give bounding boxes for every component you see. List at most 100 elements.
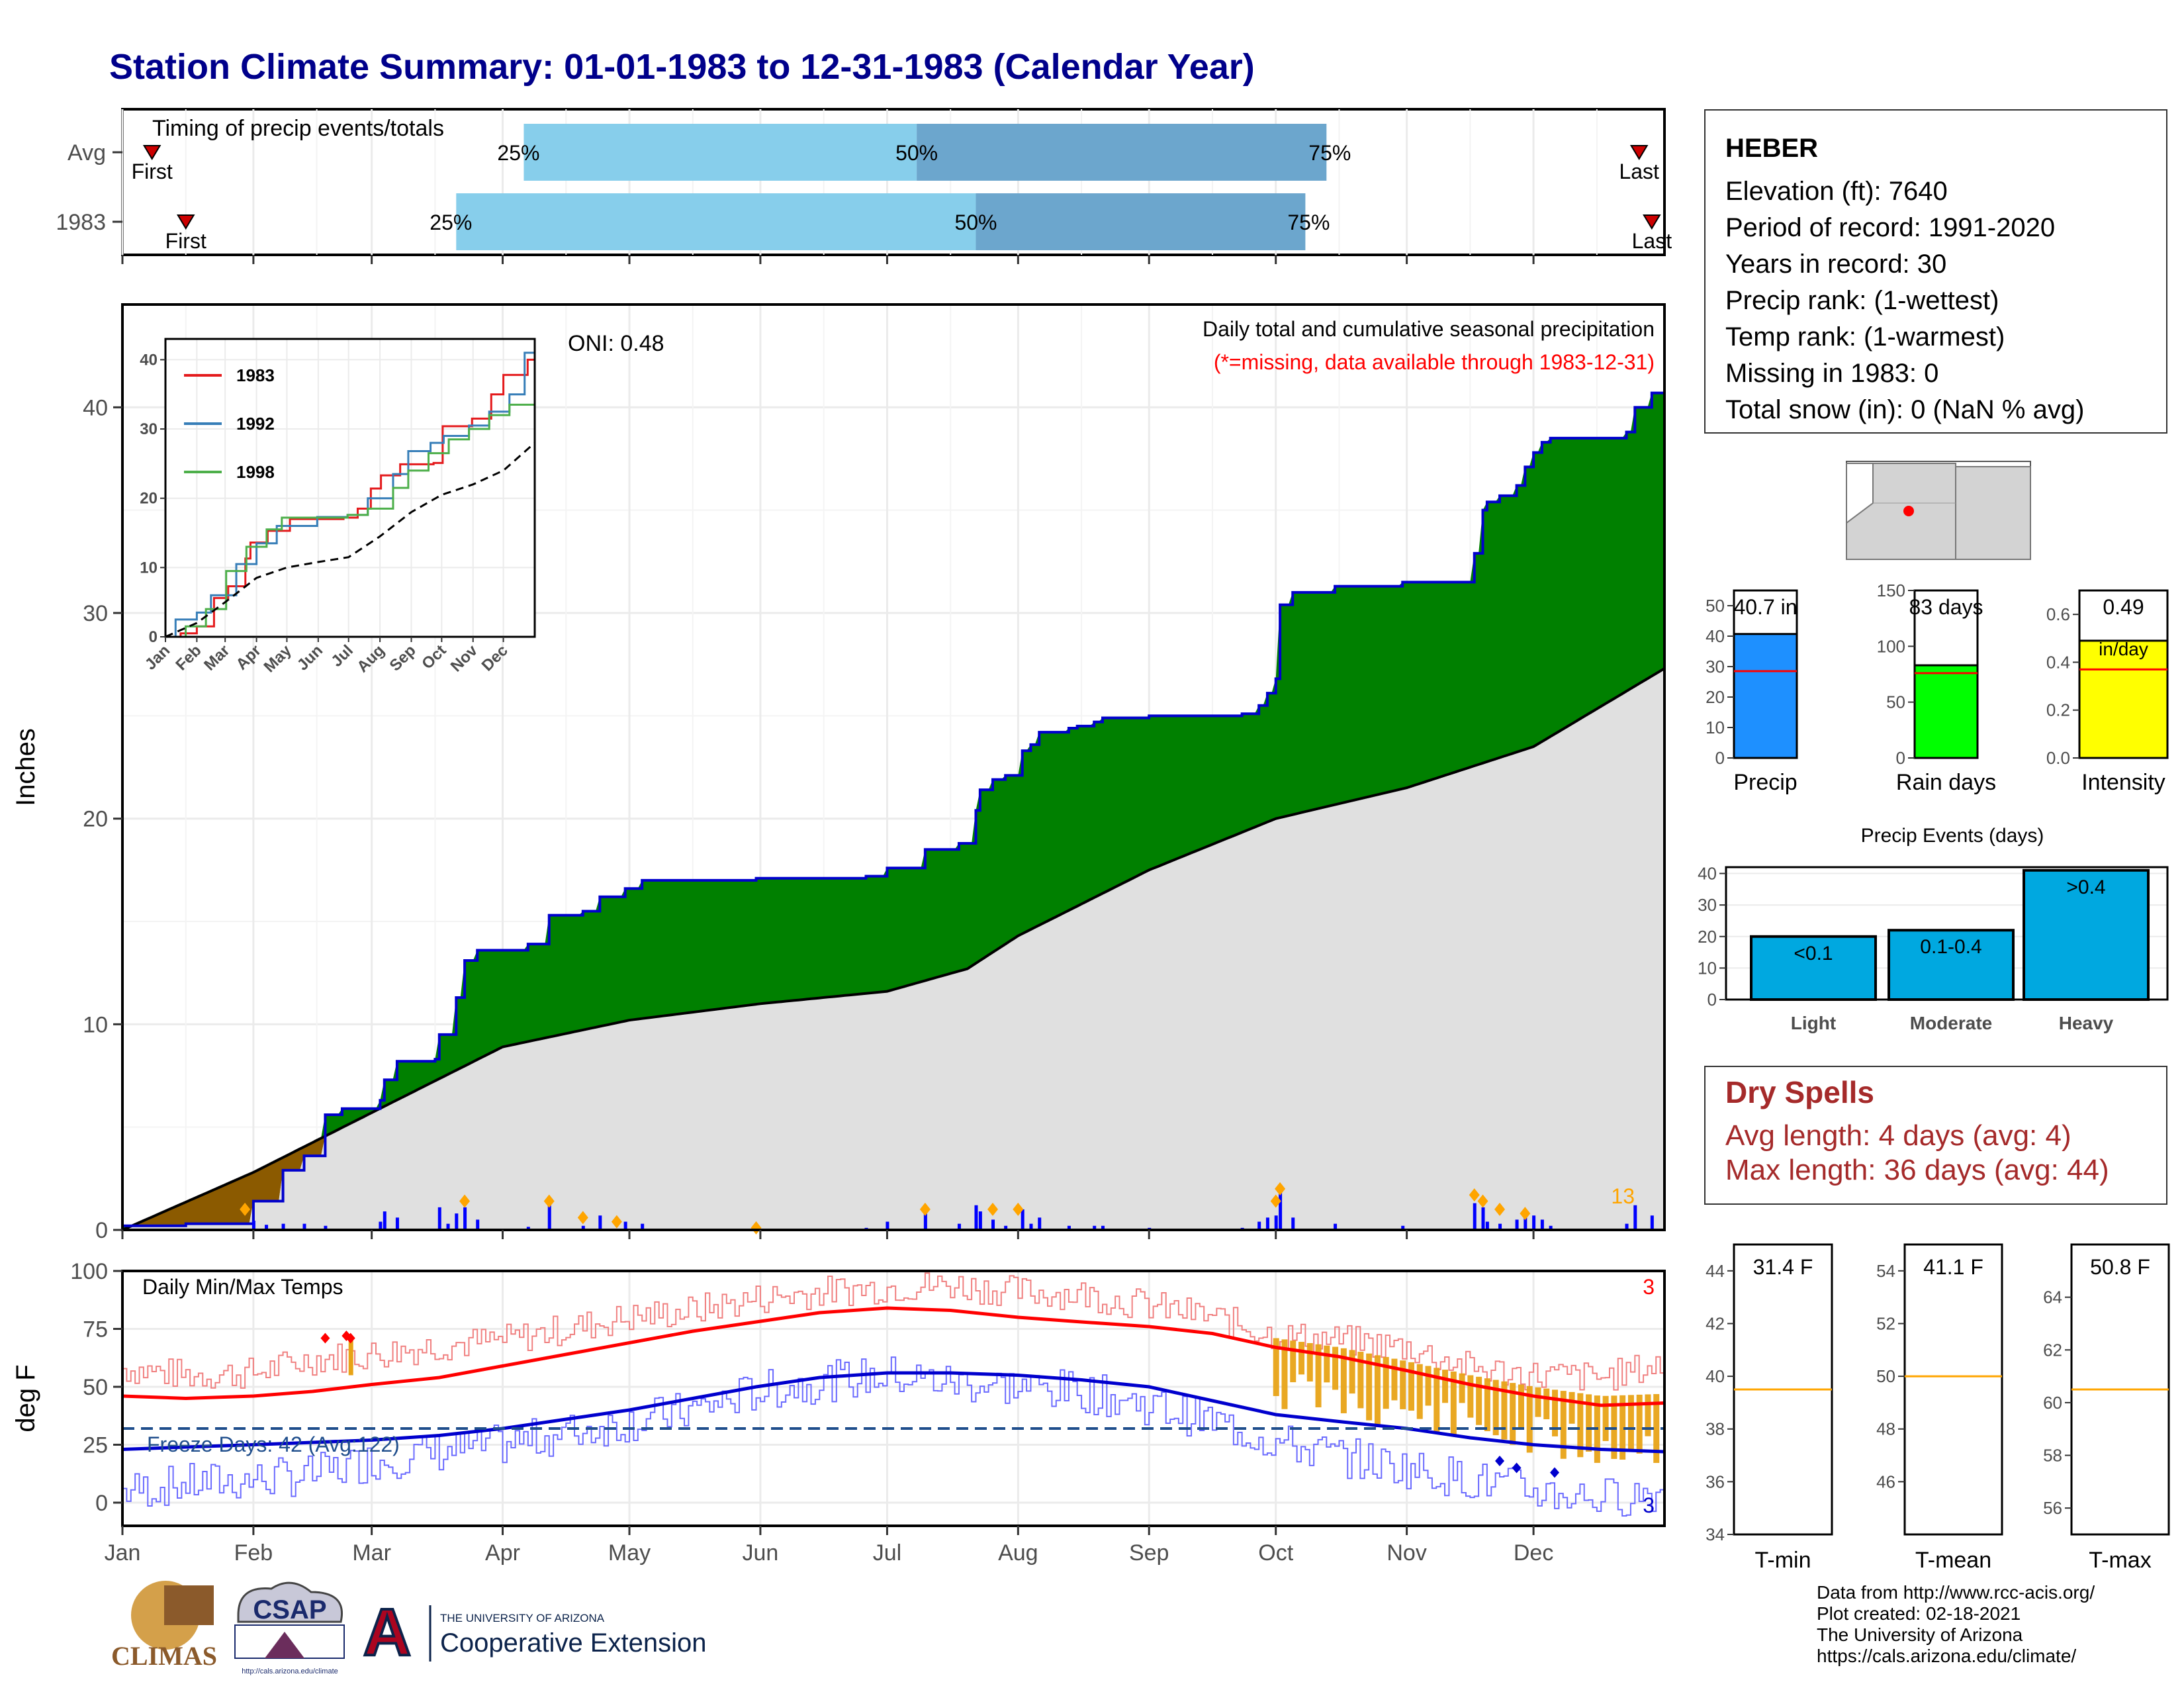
mini-bar-label: Precip — [1733, 770, 1797, 795]
daily-precip-bar — [1532, 1215, 1536, 1230]
daily-precip-bar — [1401, 1225, 1405, 1230]
timing-bar-q2 — [523, 124, 917, 181]
temp-anomaly-bar — [1324, 1345, 1330, 1383]
precip-flag-marker — [577, 1211, 588, 1225]
ua-logo-icon: A — [363, 1595, 411, 1669]
temp-anomaly-bar — [1450, 1371, 1457, 1436]
precip-events-category: Moderate — [1910, 1013, 1992, 1033]
precip-flag-marker — [1477, 1194, 1488, 1208]
daily-precip-bar — [1650, 1215, 1654, 1230]
precip-flag-marker — [1469, 1188, 1480, 1202]
daily-precip-bar — [446, 1223, 450, 1230]
mini-bar-y-tick-label: 150 — [1877, 581, 1905, 600]
temp-anomaly-bar — [1340, 1348, 1347, 1413]
daily-precip-bar — [1279, 1190, 1283, 1230]
mini-temp-y-tick-label: 34 — [1706, 1524, 1725, 1544]
mini-temp-y-tick-label: 46 — [1876, 1472, 1895, 1491]
inset-y-tick-label: 0 — [149, 628, 158, 646]
temp-record-high-marker — [320, 1333, 330, 1344]
temp-anomaly-bar — [1543, 1388, 1550, 1419]
precip-events-y-tick-label: 20 — [1698, 927, 1717, 947]
mini-temp-frame — [1903, 1243, 2003, 1536]
daily-precip-bar — [598, 1215, 602, 1230]
temp-anomaly-bar — [1560, 1391, 1567, 1459]
timing-last-label: Last — [1632, 229, 1672, 253]
precip-events-bar-label: 0.1-0.4 — [1920, 936, 1981, 958]
mini-bar-value — [1733, 633, 1798, 759]
precip-missing-note: (*=missing, data available through 1983-… — [1214, 350, 1655, 374]
mini-bar-y-tick-label: 30 — [1706, 657, 1725, 677]
precip-flag-marker — [987, 1202, 999, 1216]
temp-anomaly-bar — [1408, 1362, 1414, 1411]
precip-y-tick-label: 30 — [83, 601, 108, 626]
daily-precip-bar — [1021, 1209, 1024, 1230]
mini-bar-y-tick-label: 0 — [1896, 748, 1905, 768]
mini-bar-y-tick-label: 100 — [1877, 636, 1905, 656]
temp-y-axis-label: deg F — [11, 1364, 40, 1432]
mini-temp-label: T-mean — [1915, 1548, 1991, 1573]
inset-y-tick-label: 20 — [140, 490, 158, 508]
temp-anomaly-bar — [1653, 1393, 1660, 1464]
daily-precip-bar — [1549, 1225, 1553, 1230]
station-location-marker — [1903, 506, 1914, 516]
timing-p75-label: 75% — [1287, 211, 1330, 234]
temp-anomaly-bar — [348, 1338, 353, 1376]
inset-legend-label: 1983 — [236, 365, 275, 385]
temp-anomaly-bar — [1374, 1355, 1381, 1428]
temp-anomaly-bar — [1518, 1384, 1524, 1430]
temp-anomaly-bar — [1619, 1395, 1626, 1460]
precip-panel-frame — [121, 303, 1666, 1231]
daily-precip-bar — [1481, 1207, 1485, 1230]
inset-series-line — [165, 339, 536, 638]
timing-last-marker — [1643, 214, 1661, 230]
temp-anomaly-bar — [1290, 1340, 1297, 1383]
station-line: Temp rank: (1-warmest) — [1725, 322, 2005, 352]
daily-precip-bar — [526, 1227, 530, 1230]
mini-bar-value-label: 83 days — [1909, 595, 1983, 619]
temp-anomaly-bar — [1349, 1350, 1355, 1394]
temp-anomaly-bar — [1391, 1358, 1398, 1401]
daily-precip-bar — [383, 1211, 387, 1230]
temp-anomaly-bar — [1281, 1339, 1288, 1409]
timing-bar-q2 — [456, 193, 976, 250]
inset-y-tick-label: 30 — [140, 420, 158, 438]
timing-bar-q3 — [976, 193, 1306, 250]
mini-bar-y-tick-label: 20 — [1706, 687, 1725, 707]
daily-precip-bar — [1334, 1223, 1338, 1230]
timing-row-label: Avg — [68, 140, 106, 165]
precip-corner-count: 13 — [1611, 1184, 1635, 1208]
daily-precip-bar — [1540, 1219, 1544, 1230]
temp-panel-title: Daily Min/Max Temps — [142, 1275, 343, 1299]
daily-precip-bar — [251, 1221, 255, 1230]
mini-bar-value-label: 0.49 — [2103, 595, 2144, 619]
precip-flag-marker — [459, 1194, 471, 1208]
mini-bar-y-tick-label: 50 — [1886, 692, 1905, 712]
inset-series-line — [165, 339, 536, 638]
temp-daily-min-line — [122, 1356, 1665, 1517]
daily-precip-bar — [1633, 1205, 1637, 1230]
daily-precip-bar — [1625, 1223, 1629, 1230]
precip-cumulative-line — [122, 391, 1664, 1227]
mini-temp-value-label: 50.8 F — [2090, 1255, 2150, 1279]
temp-anomaly-bar — [1442, 1370, 1449, 1403]
inset-series-line — [165, 387, 536, 638]
csap-logo-mountain — [265, 1632, 304, 1658]
dry-spells-box: Dry Spells Avg length: 4 days (avg: 4) M… — [1704, 1066, 2167, 1205]
inset-legend-label: 1992 — [236, 414, 275, 434]
timing-p25-label: 25% — [497, 141, 539, 165]
precip-subtitle: Daily total and cumulative seasonal prec… — [1203, 317, 1655, 341]
daily-precip-bar — [437, 1207, 441, 1230]
station-line: Elevation (ft): 7640 — [1725, 177, 1948, 206]
daily-precip-bar — [1029, 1223, 1033, 1230]
mini-bar-value-label: 40.7 in — [1733, 595, 1797, 619]
mini-bar-label: Rain days — [1896, 770, 1996, 795]
temp-anomaly-bar — [1484, 1378, 1490, 1432]
precip-flag-marker — [1520, 1207, 1531, 1221]
station-info-box: HEBER Elevation (ft): 7640 Period of rec… — [1704, 109, 2167, 434]
daily-precip-bar — [1291, 1217, 1295, 1230]
mini-bar-y-tick-label: 40 — [1706, 626, 1725, 646]
month-label: Oct — [1258, 1540, 1293, 1566]
daily-precip-bar — [1067, 1225, 1071, 1230]
temp-anomaly-bar — [1492, 1380, 1499, 1436]
